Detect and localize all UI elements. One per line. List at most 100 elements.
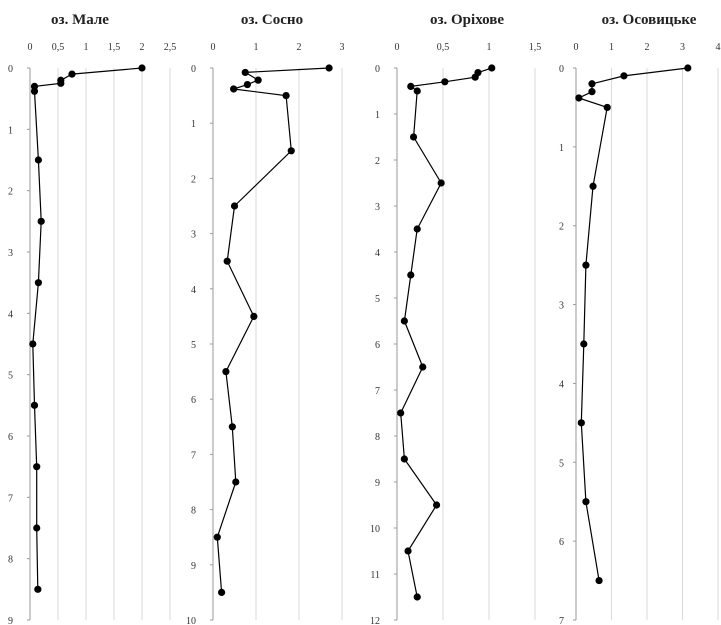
y-tick-label: 2	[559, 222, 564, 233]
data-point	[588, 80, 596, 88]
y-tick-label: 5	[375, 294, 380, 305]
data-point	[218, 588, 226, 597]
x-tick-label: 2	[297, 42, 302, 53]
chart-panel-1: оз. Мале 0 0,5 1 1,5 2 2,5 0 1 2 3 4 5 6 7 8 9	[8, 12, 176, 625]
x-tick-label: 1	[609, 42, 614, 53]
y-tick-label: 3	[191, 230, 196, 241]
data-point	[325, 64, 333, 72]
data-point	[213, 533, 221, 541]
y-tick-label: 7	[559, 616, 564, 625]
y-tick-label: 9	[8, 616, 13, 625]
series-line	[216, 67, 330, 593]
data-point	[254, 76, 262, 84]
data-point	[241, 68, 249, 77]
series-line	[32, 67, 143, 590]
y-tick-label: 0	[191, 64, 196, 75]
y-tick-label: 9	[191, 561, 196, 572]
y-tick-label: 11	[370, 570, 380, 581]
data-point	[33, 463, 41, 471]
x-tick-label: 0	[28, 42, 33, 53]
series-line	[400, 67, 492, 598]
data-point	[29, 340, 37, 348]
x-tick-label: 0	[574, 42, 579, 53]
y-tick-label: 8	[375, 432, 380, 443]
y-tick-label: 2	[191, 174, 196, 185]
data-point	[582, 261, 590, 269]
data-point	[620, 72, 628, 80]
chart-title: оз. Осовицьке	[602, 12, 697, 28]
y-tick-label: 4	[559, 379, 564, 390]
data-point	[250, 312, 258, 320]
y-tick-label: 7	[191, 450, 196, 461]
data-point	[400, 455, 408, 463]
y-tick-label: 4	[375, 248, 380, 259]
y-tick-label: 6	[375, 340, 380, 351]
y-tick-label: 4	[8, 309, 13, 320]
y-tick-label: 12	[370, 616, 380, 625]
chart-title: оз. Мале	[51, 12, 109, 28]
y-tick-label: 1	[8, 125, 13, 136]
x-tick-label: 2,5	[164, 42, 177, 53]
x-tick-label: 1,5	[108, 42, 121, 53]
y-tick-label: 7	[375, 386, 380, 397]
x-tick-label: 1,5	[529, 42, 542, 53]
data-point	[684, 64, 692, 72]
data-point	[222, 368, 230, 376]
x-tick-label: 2	[140, 42, 145, 53]
y-tick-label: 0	[8, 64, 13, 75]
x-tick-label: 4	[716, 42, 721, 53]
data-point	[243, 80, 251, 89]
data-point	[30, 87, 39, 95]
data-point	[589, 182, 597, 190]
y-tick-label: 6	[8, 432, 13, 443]
y-tick-label: 6	[191, 395, 196, 406]
data-point	[230, 202, 239, 210]
y-tick-label: 3	[8, 248, 13, 259]
data-point	[37, 217, 45, 225]
data-point	[432, 501, 441, 509]
data-point	[57, 79, 65, 87]
y-tick-label: 7	[8, 493, 13, 504]
y-tick-label: 6	[559, 537, 564, 548]
y-tick-label: 1	[559, 143, 564, 154]
chart-panel-2: оз. Сосно 0 1 2 3 0 1 2 3 4 5 6 7 8 9 10	[186, 12, 345, 625]
y-tick-label: 3	[559, 301, 564, 312]
x-tick-label: 1	[487, 42, 492, 53]
data-point	[223, 257, 231, 265]
data-point	[413, 225, 421, 233]
data-point	[413, 593, 421, 601]
x-tick-label: 0	[211, 42, 216, 53]
y-tick-label: 8	[191, 506, 196, 517]
data-point	[577, 419, 585, 427]
chart-panel-4: оз. Осовицьке 0 1 2 3 4 0 1 2 3 4 5 6 7	[559, 12, 721, 625]
x-tick-label: 3	[680, 42, 685, 53]
series-line	[577, 67, 688, 581]
chart-title: оз. Оріхове	[430, 12, 504, 28]
y-tick-label: 3	[375, 202, 380, 213]
data-point	[580, 340, 588, 348]
y-tick-label: 1	[191, 119, 196, 130]
data-point	[419, 363, 427, 371]
y-tick-label: 4	[191, 285, 196, 296]
data-point	[400, 317, 408, 325]
data-point	[407, 82, 415, 90]
x-tick-label: 2	[645, 42, 650, 53]
x-tick-label: 0,5	[437, 42, 450, 53]
x-tick-label: 1	[84, 42, 89, 53]
x-tick-label: 0,5	[52, 42, 65, 53]
x-tick-label: 3	[340, 42, 345, 53]
data-point	[488, 64, 496, 72]
data-point	[34, 585, 42, 593]
y-tick-label: 5	[191, 340, 196, 351]
data-point	[407, 271, 415, 279]
data-point	[30, 401, 39, 409]
data-point	[138, 64, 146, 72]
data-point	[603, 103, 611, 112]
data-point	[232, 478, 240, 486]
data-point	[588, 88, 596, 96]
data-point	[582, 498, 590, 506]
chart-title: оз. Сосно	[241, 12, 303, 28]
data-point	[441, 78, 449, 86]
